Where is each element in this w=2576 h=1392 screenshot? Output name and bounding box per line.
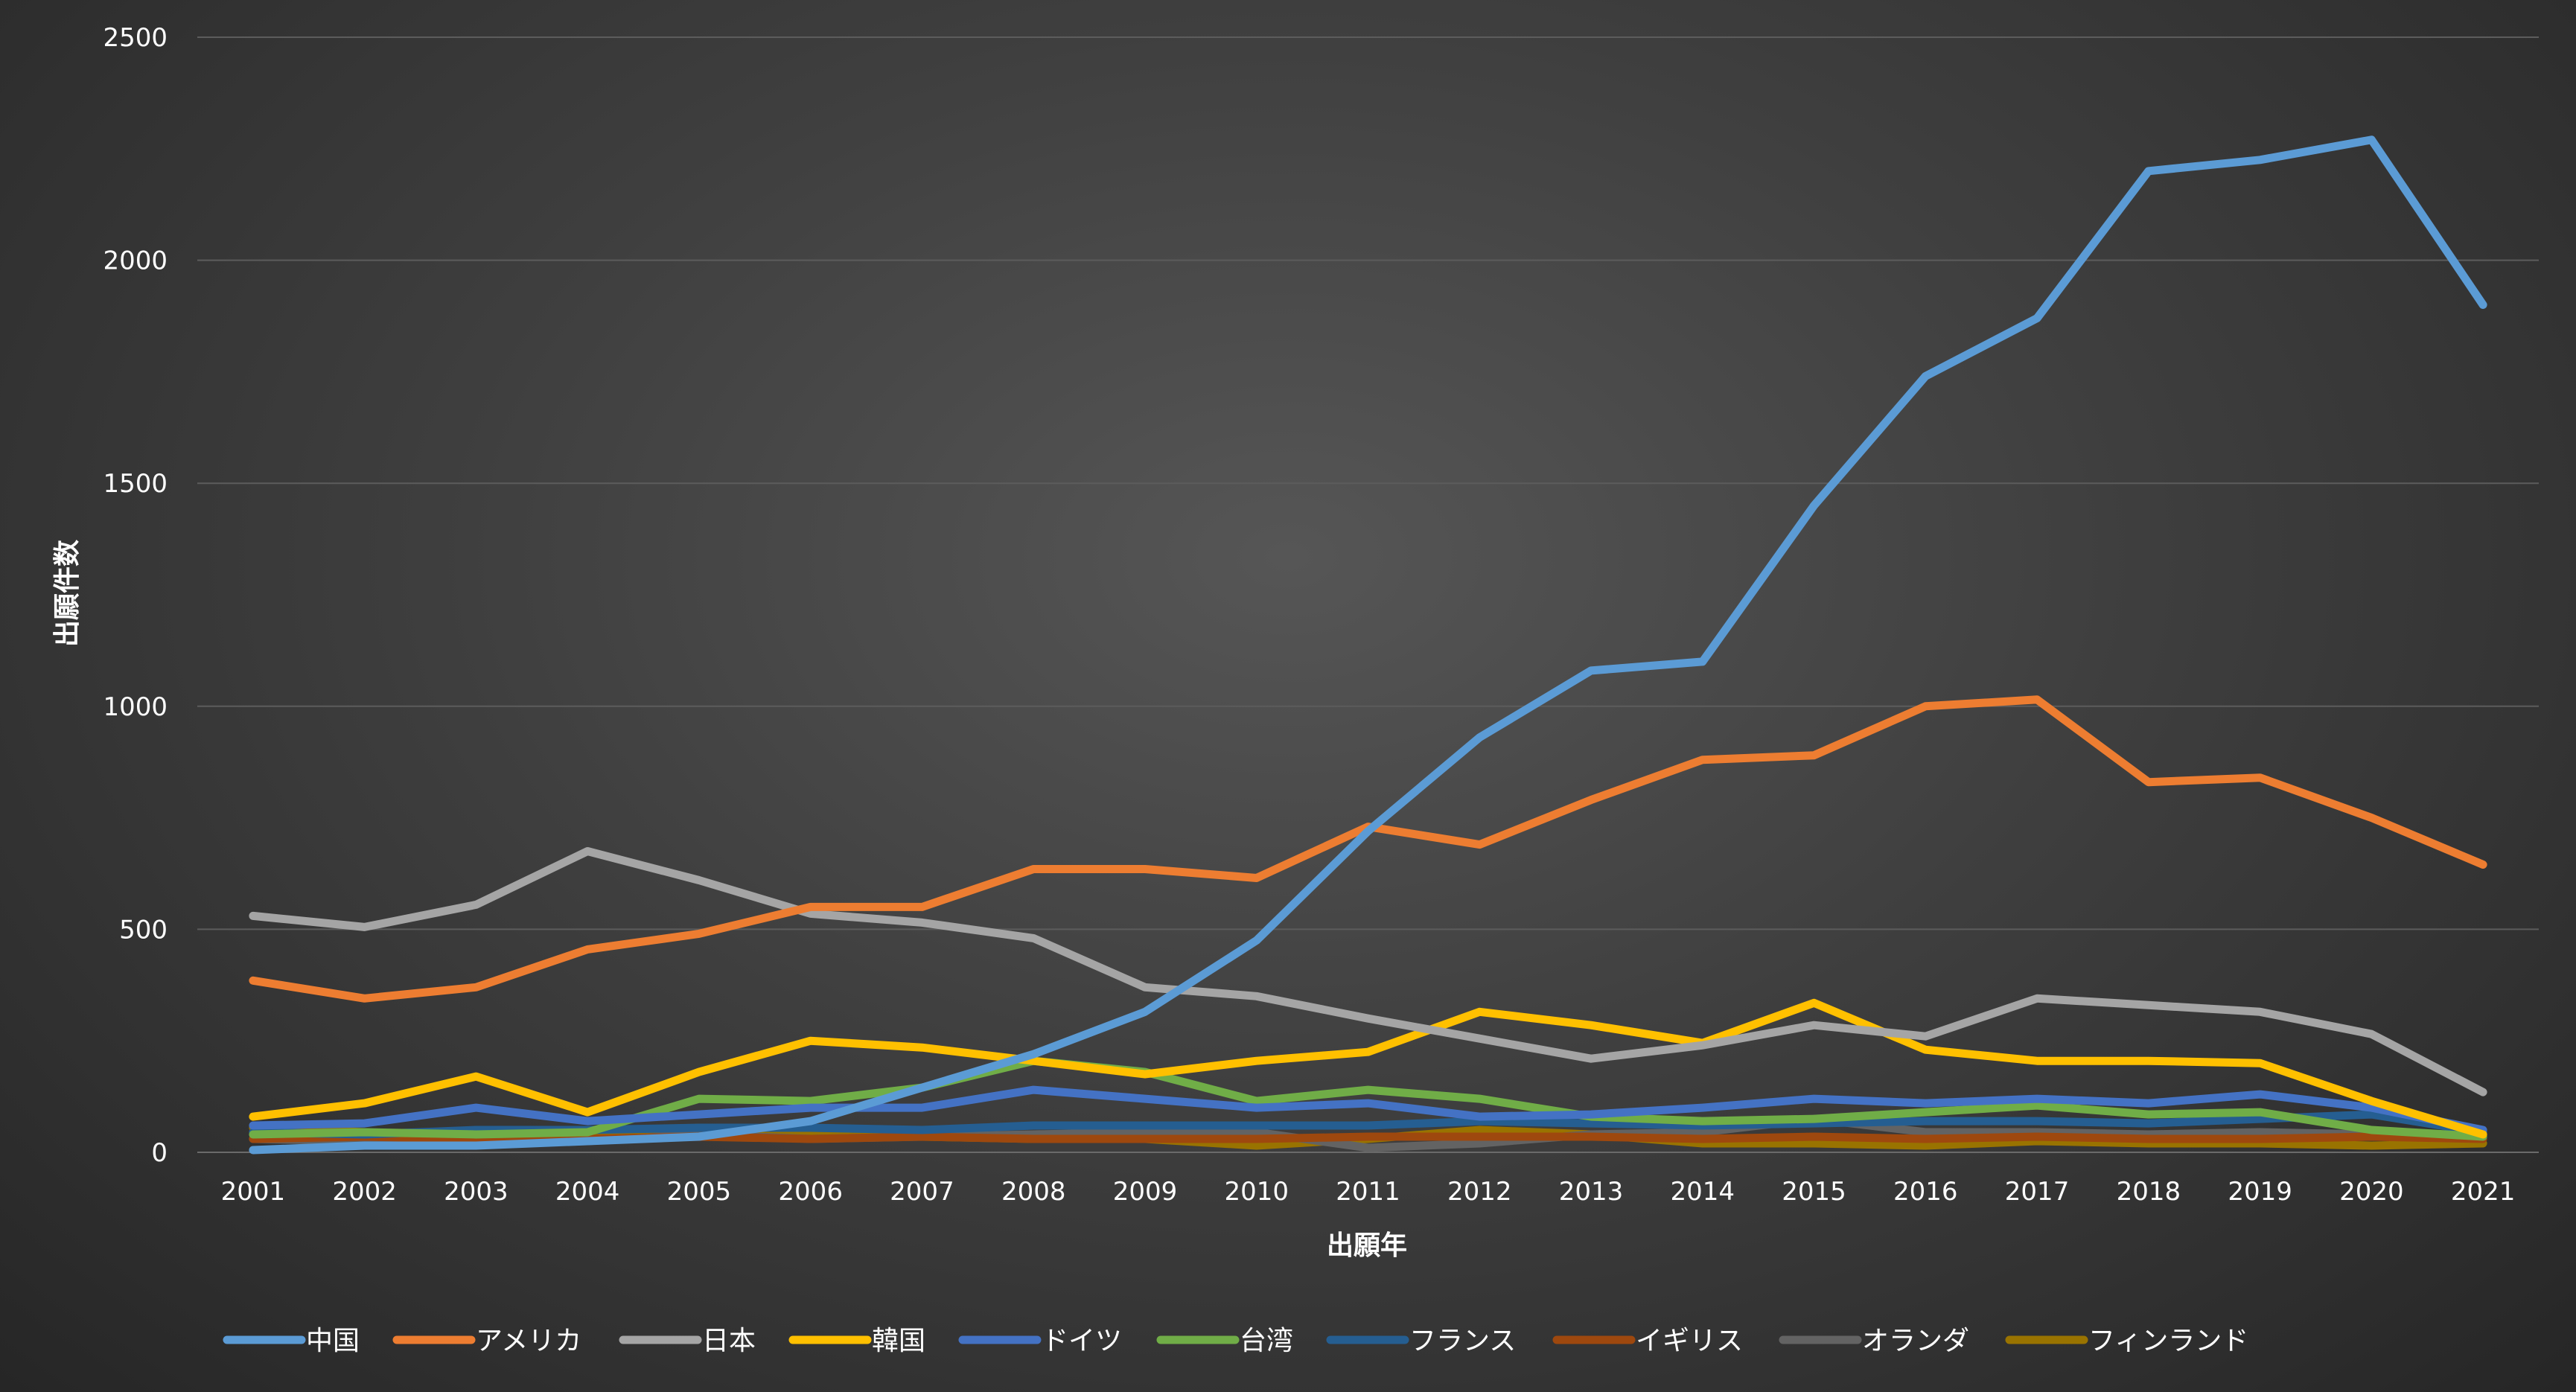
series-line-7 (249, 1110, 2487, 1139)
series-line-1 (249, 135, 2487, 1155)
x-tick-label: 2011 (1336, 1177, 1400, 1207)
legend-label: オランダ (1862, 1326, 1969, 1356)
legend-item: オランダ (1779, 1326, 1969, 1356)
legend-label: イギリス (1636, 1326, 1743, 1356)
x-tick-label: 2002 (332, 1177, 397, 1207)
x-tick-label: 2003 (444, 1177, 508, 1207)
legend-item: イギリス (1552, 1326, 1743, 1356)
x-tick-label: 2014 (1671, 1177, 1735, 1207)
x-tick-label: 2013 (1559, 1177, 1624, 1207)
x-tick-label: 2008 (1001, 1177, 1066, 1207)
legend-label: 韓国 (872, 1326, 925, 1356)
legend-item: 中国 (223, 1326, 360, 1356)
legend: 中国 アメリカ 日本 韓国 ドイツ 台湾 フランス イギリス オランダ フィンランド (223, 1326, 2248, 1356)
legend-label: フランス (1409, 1326, 1516, 1356)
x-tick-label: 2015 (1782, 1177, 1846, 1207)
legend-label: アメリカ (476, 1326, 581, 1356)
y-tick-label: 500 (119, 915, 168, 945)
x-tick-label: 2004 (555, 1177, 620, 1207)
legend-label: 日本 (702, 1326, 756, 1356)
legend-item: フィンランド (2005, 1326, 2248, 1356)
series-line-4 (249, 998, 2487, 1139)
legend-label: フィンランド (2088, 1326, 2248, 1356)
x-tick-label: 2020 (2339, 1177, 2404, 1207)
x-tick-label: 2016 (1893, 1177, 1958, 1207)
x-tick-label: 2021 (2451, 1177, 2516, 1207)
x-tick-label: 2012 (1447, 1177, 1512, 1207)
x-tick-label: 2018 (2117, 1177, 2181, 1207)
x-tick-label: 2007 (890, 1177, 954, 1207)
legend-item: ドイツ (958, 1326, 1122, 1356)
x-tick-label: 2017 (2005, 1177, 2070, 1207)
legend-item: 日本 (619, 1326, 756, 1356)
y-tick-label: 0 (151, 1138, 168, 1168)
x-axis-title: 出願年 (1327, 1230, 1407, 1261)
y-tick-label: 1000 (103, 692, 168, 722)
legend-item: 台湾 (1156, 1326, 1293, 1356)
y-tick-label: 2000 (103, 246, 168, 276)
x-axis-ticks: 2001 2002 2003 2004 2005 2006 2007 2008 2009 2010… (221, 1177, 2516, 1207)
x-tick-label: 2019 (2228, 1177, 2292, 1207)
legend-item: アメリカ (392, 1326, 581, 1356)
y-tick-label: 1500 (103, 469, 168, 499)
x-tick-label: 2010 (1224, 1177, 1289, 1207)
legend-item: フランス (1326, 1326, 1516, 1356)
x-tick-label: 2001 (221, 1177, 286, 1207)
series-lines (249, 135, 2487, 1155)
x-tick-label: 2005 (667, 1177, 732, 1207)
x-tick-label: 2006 (778, 1177, 843, 1207)
y-axis-title: 出願件数 (52, 540, 83, 647)
y-axis-ticks: 0 500 1000 1500 2000 2500 (103, 23, 168, 1168)
y-tick-label: 2500 (103, 23, 168, 53)
x-tick-label: 2009 (1113, 1177, 1178, 1207)
gridlines (197, 36, 2539, 1153)
legend-label: ドイツ (1042, 1326, 1122, 1356)
legend-label: 台湾 (1240, 1326, 1293, 1356)
series-line-3 (249, 847, 2487, 1096)
legend-item: 韓国 (788, 1326, 925, 1356)
series-line-5 (249, 1085, 2487, 1134)
legend-label: 中国 (306, 1326, 360, 1356)
